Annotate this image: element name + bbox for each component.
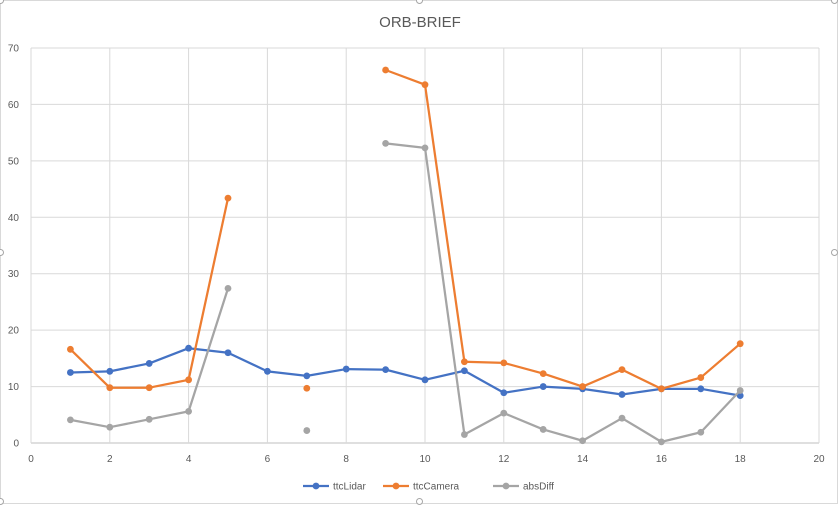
data-point[interactable] xyxy=(67,369,74,376)
data-point[interactable] xyxy=(736,387,744,394)
data-point[interactable] xyxy=(461,431,468,438)
series-line xyxy=(384,142,742,443)
data-point[interactable] xyxy=(697,374,705,381)
y-tick-label: 50 xyxy=(8,156,20,167)
x-tick-label: 20 xyxy=(813,454,825,465)
series-line xyxy=(69,347,742,397)
y-tick-label: 20 xyxy=(8,326,20,337)
y-tick-label: 60 xyxy=(8,100,20,111)
data-point[interactable] xyxy=(697,385,705,393)
data-point[interactable] xyxy=(67,416,74,424)
series-ttcLidar[interactable] xyxy=(67,344,744,399)
data-point[interactable] xyxy=(382,139,389,147)
legend-swatch-marker xyxy=(392,482,400,490)
data-point[interactable] xyxy=(658,385,665,393)
data-point[interactable] xyxy=(342,365,350,373)
data-point[interactable] xyxy=(421,81,429,89)
y-tick-label: 70 xyxy=(8,44,20,55)
data-point[interactable] xyxy=(185,376,193,384)
y-tick-label: 30 xyxy=(8,269,20,280)
legend: ttcLidar ttcCamera absDiff xyxy=(303,482,554,493)
data-point[interactable] xyxy=(224,194,232,202)
data-point[interactable] xyxy=(736,340,744,348)
data-point[interactable] xyxy=(303,372,311,380)
data-point[interactable] xyxy=(145,415,153,423)
series-group xyxy=(67,66,744,446)
gridlines xyxy=(30,47,820,444)
data-point[interactable] xyxy=(106,423,114,431)
resize-handle-top-left[interactable] xyxy=(0,0,4,4)
x-tick-label: 0 xyxy=(28,454,34,465)
chart-title: ORB-BRIEF xyxy=(379,14,461,31)
data-point[interactable] xyxy=(382,366,389,374)
data-point[interactable] xyxy=(579,437,586,445)
legend-label: absDiff xyxy=(523,482,554,493)
data-point[interactable] xyxy=(618,414,626,422)
x-tick-label: 4 xyxy=(186,454,192,465)
series-absDiff[interactable] xyxy=(67,139,744,446)
data-point[interactable] xyxy=(579,383,586,390)
x-tick-label: 12 xyxy=(498,454,510,465)
data-point[interactable] xyxy=(145,360,153,367)
data-point[interactable] xyxy=(303,384,311,392)
data-point[interactable] xyxy=(224,284,232,292)
y-tick-label: 40 xyxy=(8,213,20,224)
x-tick-label: 8 xyxy=(343,454,349,465)
data-point[interactable] xyxy=(500,359,508,367)
legend-swatch-marker xyxy=(312,482,320,490)
data-point[interactable] xyxy=(618,391,626,398)
x-tick-label: 16 xyxy=(656,454,668,465)
data-point[interactable] xyxy=(461,367,468,375)
legend-item-absDiff[interactable]: absDiff xyxy=(493,482,554,493)
data-point[interactable] xyxy=(618,366,626,374)
data-point[interactable] xyxy=(539,383,547,390)
axes: 0 10 20 30 40 50 60 70 0 2 4 6 8 10 12 14 16 18 20 xyxy=(8,44,825,466)
y-tick-label: 0 xyxy=(13,439,19,450)
data-point[interactable] xyxy=(421,144,429,152)
y-tick-label: 10 xyxy=(8,382,20,393)
data-point[interactable] xyxy=(658,438,665,446)
legend-item-ttcCamera[interactable]: ttcCamera xyxy=(383,482,460,493)
data-point[interactable] xyxy=(697,428,705,436)
data-point[interactable] xyxy=(539,426,547,433)
x-tick-label: 6 xyxy=(265,454,271,465)
data-point[interactable] xyxy=(106,384,114,392)
data-point[interactable] xyxy=(500,409,508,417)
legend-swatch-marker xyxy=(502,482,510,490)
data-point[interactable] xyxy=(421,376,429,384)
series-ttcCamera[interactable] xyxy=(67,66,744,393)
resize-handle-top-center[interactable] xyxy=(416,0,423,4)
data-point[interactable] xyxy=(145,384,153,392)
resize-handle-middle-left[interactable] xyxy=(0,249,4,256)
data-point[interactable] xyxy=(224,349,232,357)
data-point[interactable] xyxy=(382,66,389,74)
legend-label: ttcCamera xyxy=(413,482,460,493)
data-point[interactable] xyxy=(185,344,193,352)
legend-label: ttcLidar xyxy=(333,482,366,493)
series-line xyxy=(384,68,742,390)
data-point[interactable] xyxy=(500,389,508,397)
data-point[interactable] xyxy=(106,367,114,375)
x-tick-label: 10 xyxy=(419,454,431,465)
data-point[interactable] xyxy=(185,408,193,415)
data-point[interactable] xyxy=(67,345,74,353)
data-point[interactable] xyxy=(303,427,311,434)
x-tick-label: 2 xyxy=(107,454,113,465)
x-tick-label: 14 xyxy=(577,454,589,465)
x-tick-label: 18 xyxy=(735,454,747,465)
legend-item-ttcLidar[interactable]: ttcLidar xyxy=(303,482,366,493)
resize-handle-middle-right[interactable] xyxy=(831,249,838,256)
data-point[interactable] xyxy=(264,367,271,375)
data-point[interactable] xyxy=(539,370,547,377)
data-point[interactable] xyxy=(461,358,468,366)
